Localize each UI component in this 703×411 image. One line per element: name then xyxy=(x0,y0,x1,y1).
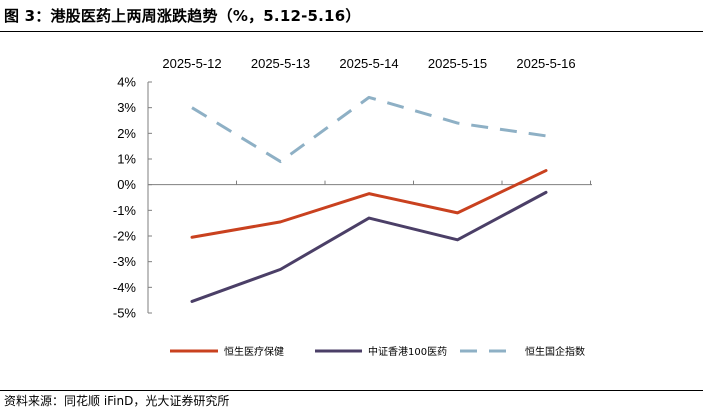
y-axis: 4% 3% 2% 1% 0% -1% -2% -3% -4% -5% xyxy=(113,75,152,321)
y-tick-label: -5% xyxy=(113,306,137,321)
date-labels: 2025-5-12 2025-5-13 2025-5-14 2025-5-15 2025… xyxy=(162,56,575,71)
y-tick-label: -1% xyxy=(113,203,137,218)
y-tick-label: 1% xyxy=(117,152,136,167)
date-label: 2025-5-16 xyxy=(516,56,575,71)
legend-label-2: 中证香港100医药 xyxy=(368,345,447,358)
legend-label-1: 恒生医疗保健 xyxy=(224,345,284,358)
y-tick-label: -2% xyxy=(113,229,137,244)
source-note: 资料来源：同花顺 iFinD，光大证券研究所 xyxy=(4,394,230,408)
y-tick-label: 3% xyxy=(117,100,136,115)
date-label: 2025-5-13 xyxy=(251,56,310,71)
y-tick-label: 4% xyxy=(117,75,136,90)
y-tick-label: 0% xyxy=(117,177,136,192)
title-rule xyxy=(0,31,703,32)
y-tick-label: 2% xyxy=(117,126,136,141)
y-tick-label: -3% xyxy=(113,254,137,269)
series-lines xyxy=(190,95,548,303)
source-rule xyxy=(0,390,703,391)
date-label: 2025-5-12 xyxy=(162,56,221,71)
chart-title: 图 3：港股医药上两周涨跌趋势（%，5.12-5.16） xyxy=(4,7,361,25)
y-tick-label: -4% xyxy=(113,280,137,295)
series-line-2 xyxy=(190,190,548,303)
series-line-3 xyxy=(191,95,547,164)
date-label: 2025-5-14 xyxy=(339,56,398,71)
legend: 恒生医疗保健 中证香港100医药 恒生国企指数 xyxy=(170,345,585,358)
series-line-1 xyxy=(190,169,548,239)
legend-label-3: 恒生国企指数 xyxy=(525,345,585,358)
date-label: 2025-5-15 xyxy=(428,56,487,71)
